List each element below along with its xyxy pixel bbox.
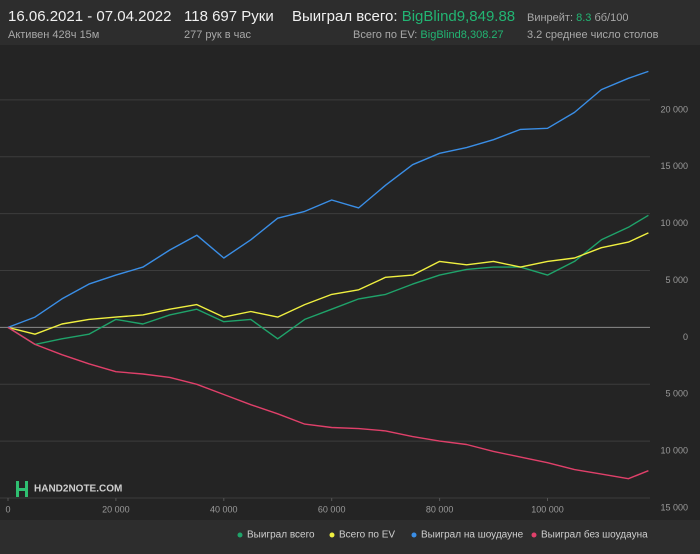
legend-swatch <box>237 532 243 538</box>
x-tick-label: 60 000 <box>318 504 346 514</box>
legend-label: Всего по EV <box>339 530 395 541</box>
y-tick-label: 5 000 <box>665 389 688 399</box>
series-line <box>7 326 649 480</box>
won: Выиграл всего: BigBlind9,849.88 <box>292 8 515 25</box>
series-line <box>7 70 649 329</box>
legend-swatch <box>411 532 417 538</box>
y-tick-label: 5 000 <box>665 275 688 285</box>
x-tick-label: 100 000 <box>531 504 564 514</box>
x-tick-label: 80 000 <box>426 504 454 514</box>
logo: HAND2NOTE.COM <box>34 484 122 495</box>
x-tick-label: 40 000 <box>210 504 238 514</box>
hands: 118 697 Руки <box>184 8 274 25</box>
won-label: Выиграл всего: <box>292 8 398 25</box>
winrate: Винрейт: 8.3 бб/100 <box>527 12 628 24</box>
y-tick-label: 10 000 <box>660 446 688 456</box>
legend-label: Выиграл всего <box>247 530 315 541</box>
plot-bg <box>0 45 700 520</box>
y-tick-label: 10 000 <box>660 218 688 228</box>
winrate-unit: бб/100 <box>594 12 629 24</box>
x-tick-label: 0 <box>5 504 10 514</box>
legend-swatch <box>531 532 537 538</box>
won-value: BigBlind9,849.88 <box>401 8 516 25</box>
y-tick-label: 20 000 <box>660 104 688 114</box>
series-line <box>7 214 649 346</box>
legend-label: Выиграл без шоудауна <box>541 529 648 541</box>
per-hour: 277 рук в час <box>184 29 252 41</box>
winrate-label: Винрейт: <box>527 12 574 24</box>
winrate-value: 8.3 <box>576 12 592 24</box>
y-tick-label: 15 000 <box>660 161 688 171</box>
tables: 3.2 среднее число столов <box>527 29 659 41</box>
active: Активен 428ч 15м <box>8 29 100 41</box>
dates: 16.06.2021 - 07.04.2022 <box>8 8 172 25</box>
logo-icon <box>16 488 28 491</box>
ev-label: Всего по EV: <box>353 29 418 41</box>
y-tick-label: 0 <box>683 332 688 342</box>
y-tick-label: 15 000 <box>660 502 688 512</box>
x-tick-label: 20 000 <box>102 504 130 514</box>
legend-label: Выиграл на шоудауне <box>421 530 524 541</box>
ev: Всего по EV: BigBlind8,308.27 <box>353 29 504 41</box>
legend-swatch <box>329 532 335 538</box>
series-line <box>7 232 649 335</box>
ev-value: BigBlind8,308.27 <box>420 29 504 41</box>
